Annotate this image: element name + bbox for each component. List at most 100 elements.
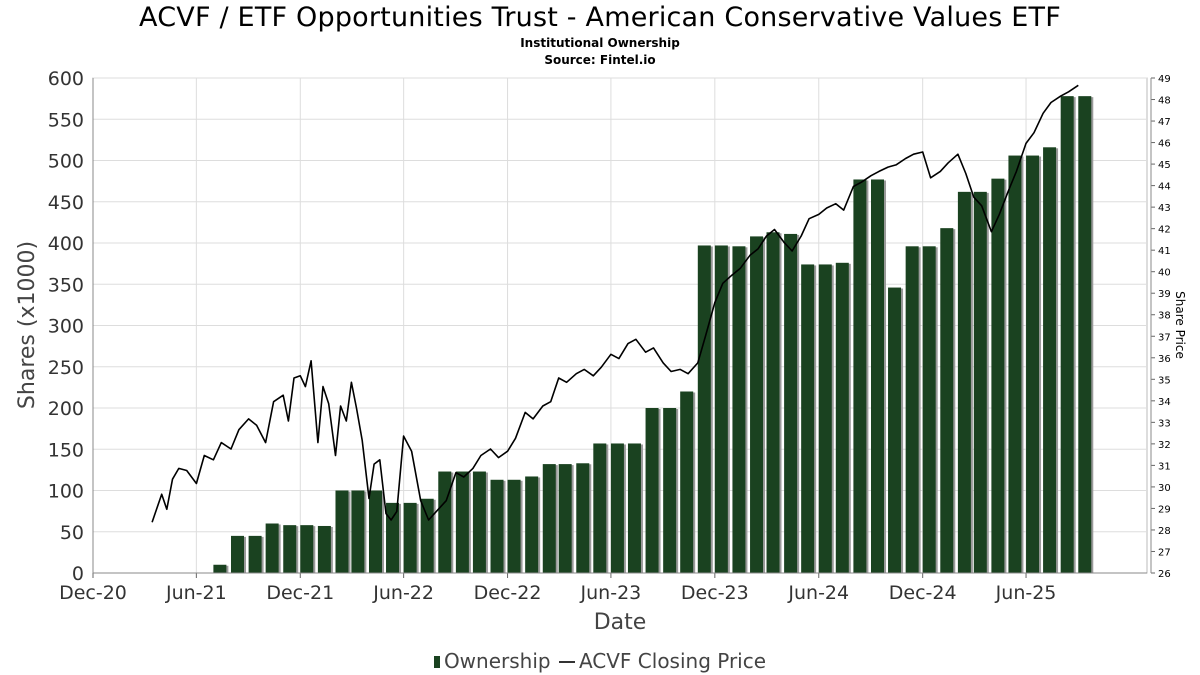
ownership-bar [766,232,780,573]
ownership-bar [835,262,849,573]
ownership-bar [680,391,694,573]
legend-price-swatch [558,661,575,663]
price-line [151,84,1079,523]
ownership-bar [317,525,331,573]
ownership-bar [853,179,867,573]
x-tick-label: Dec-23 [681,582,749,604]
y2-tick-label: 32 [1158,440,1171,451]
chart-source: Source: Fintel.io [544,53,656,67]
y2-tick-label: 36 [1158,354,1171,365]
ownership-bar [403,502,417,573]
ownership-bar [386,502,400,573]
y2-tick-label: 44 [1158,182,1171,193]
legend-price-label: ACVF Closing Price [578,648,767,673]
legend-price: ACVF Closing Price [557,649,766,673]
chart-title: ACVF / ETF Opportunities Trust - America… [139,2,1061,33]
ownership-bar [213,564,227,573]
x-tick-label: Jun-25 [995,582,1057,604]
ownership-bar [507,479,521,573]
ownership-bar [472,471,486,573]
ownership-bar [627,443,641,573]
ownership-bar [732,246,746,574]
ownership-bar [283,525,297,573]
ownership-bar [230,535,244,573]
y2-tick-label: 43 [1158,203,1171,214]
y-tick-label: 500 [48,151,84,173]
y-tick-label: 50 [60,522,84,544]
ownership-bar [871,179,885,573]
ownership-bar [525,476,539,573]
ownership-bar [645,408,659,573]
x-tick-label: Jun-21 [165,582,227,604]
y2-tick-label: 30 [1158,483,1171,494]
tick-labels: 0 50 100 150 200 250 300 350 400 450 500 550 600 Dec-… [48,68,1171,604]
y2-tick-label: 47 [1158,117,1171,128]
ownership-bar [991,178,1005,573]
y-tick-label: 300 [48,316,84,338]
ownership-bar [248,535,262,573]
ownership-bar [420,498,434,573]
y2-tick-label: 46 [1158,139,1171,150]
y2-tick-label: 37 [1158,332,1171,343]
ownership-bar [714,245,728,573]
ownership-bar [368,490,382,573]
ownership-bar [610,443,624,573]
y-tick-label: 200 [48,398,84,420]
y2-axis-label: Share Price [1173,291,1187,359]
ownership-bar [335,490,349,573]
y2-tick-label: 31 [1158,461,1171,472]
y2-tick-label: 28 [1158,526,1171,537]
ownership-bar [1026,155,1040,574]
chart-subtitle: Institutional Ownership [520,36,680,50]
y2-tick-label: 29 [1158,504,1171,515]
x-tick-label: Dec-24 [889,582,957,604]
ownership-bar [750,236,764,573]
ownership-bar [818,264,832,573]
y2-tick-label: 40 [1158,268,1171,279]
y2-tick-label: 38 [1158,311,1171,322]
legend-ownership-swatch [433,656,440,668]
ownership-bar [801,264,815,573]
y2-tick-label: 48 [1158,96,1171,107]
y-tick-label: 250 [48,357,84,379]
y2-tick-label: 39 [1158,289,1171,300]
x-tick-label: Jun-24 [787,582,849,604]
ownership-bar [888,287,902,573]
ownership-bar [438,471,452,573]
x-tick-label: Dec-21 [266,582,334,604]
x-axis-label: Date [594,610,647,635]
legend-ownership: Ownership [433,648,551,673]
y-tick-label: 550 [48,109,84,131]
ownership-bar [1008,155,1022,574]
y-tick-label: 150 [48,439,84,461]
ownership-bar [1060,96,1074,574]
y-tick-label: 350 [48,274,84,296]
x-tick-label: Jun-23 [580,582,642,604]
axes [92,77,1155,578]
ownership-bar [455,471,469,573]
y-tick-label: 0 [72,563,84,585]
ownership-bar [265,523,279,573]
y2-tick-label: 34 [1158,397,1171,408]
x-tick-label: Dec-22 [474,582,542,604]
x-tick-label: Jun-22 [372,582,434,604]
y2-tick-label: 27 [1158,547,1171,558]
y-tick-label: 100 [48,481,84,503]
y-tick-label: 600 [48,68,84,90]
ownership-bar [542,464,556,573]
y2-tick-label: 41 [1158,246,1171,257]
ownership-bar [905,246,919,574]
legend-ownership-label: Ownership [443,648,551,673]
y-tick-label: 450 [48,192,84,214]
y2-tick-label: 26 [1158,569,1171,580]
chart-legend: Ownership ACVF Closing Price [0,647,1200,673]
ownership-bar [576,463,590,573]
y2-tick-label: 42 [1158,225,1171,236]
y2-tick-label: 45 [1158,160,1171,171]
x-tick-label: Dec-20 [59,582,127,604]
ownership-bar [922,246,936,574]
ownership-bar [940,228,954,573]
ownership-bar [973,191,987,573]
ownership-bar [663,408,677,573]
